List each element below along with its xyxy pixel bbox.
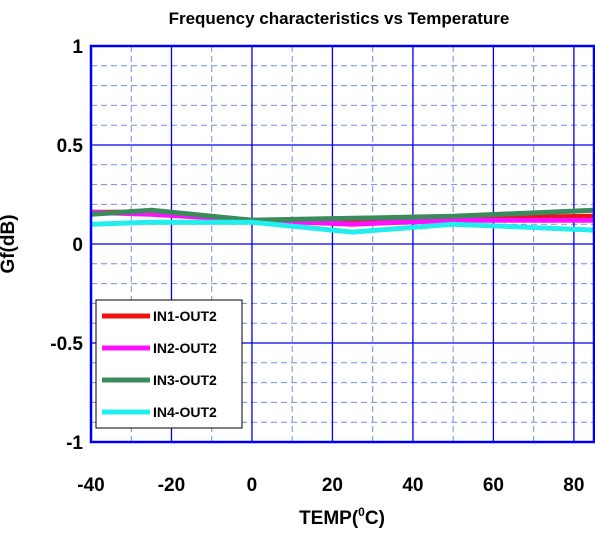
x-tick-label: 80 [563, 475, 584, 496]
legend-label: IN4-OUT2 [153, 404, 217, 420]
grid [91, 46, 594, 442]
x-tick-label: -40 [77, 475, 104, 496]
x-axis-label: TEMP(0C) [299, 505, 385, 529]
chart-title: Frequency characteristics vs Temperature [169, 9, 510, 28]
legend-label: IN2-OUT2 [153, 340, 217, 356]
legend: IN1-OUT2 IN2-OUT2 IN3-OUT2 IN4-OUT2 [95, 299, 243, 429]
series-lines [90, 207, 595, 235]
x-tick-label: 20 [322, 475, 343, 496]
x-tick-label: 60 [483, 475, 504, 496]
x-tick-labels: -40 -20 0 20 40 60 80 [77, 475, 584, 496]
x-tick-label: -20 [158, 475, 185, 496]
plot-frame [89, 44, 595, 444]
x-tick-label: 40 [402, 475, 423, 496]
legend-box [95, 299, 243, 429]
legend-label: IN3-OUT2 [153, 372, 217, 388]
y-tick-labels: -1 -0.5 0 0.5 1 [50, 37, 83, 454]
series-line-in2-out2 [90, 209, 594, 227]
series-line-in4-out2 [90, 219, 595, 235]
y-axis-label: Gf(dB) [0, 214, 19, 273]
x-tick-label: 0 [247, 475, 258, 496]
y-tick-label: -1 [66, 433, 83, 454]
y-tick-label: 0.5 [57, 136, 84, 157]
y-tick-label: -0.5 [50, 334, 83, 355]
series-line-in3-out2 [90, 207, 595, 223]
y-tick-label: 1 [72, 37, 83, 58]
legend-label: IN1-OUT2 [153, 308, 217, 324]
y-tick-label: 0 [72, 235, 83, 256]
